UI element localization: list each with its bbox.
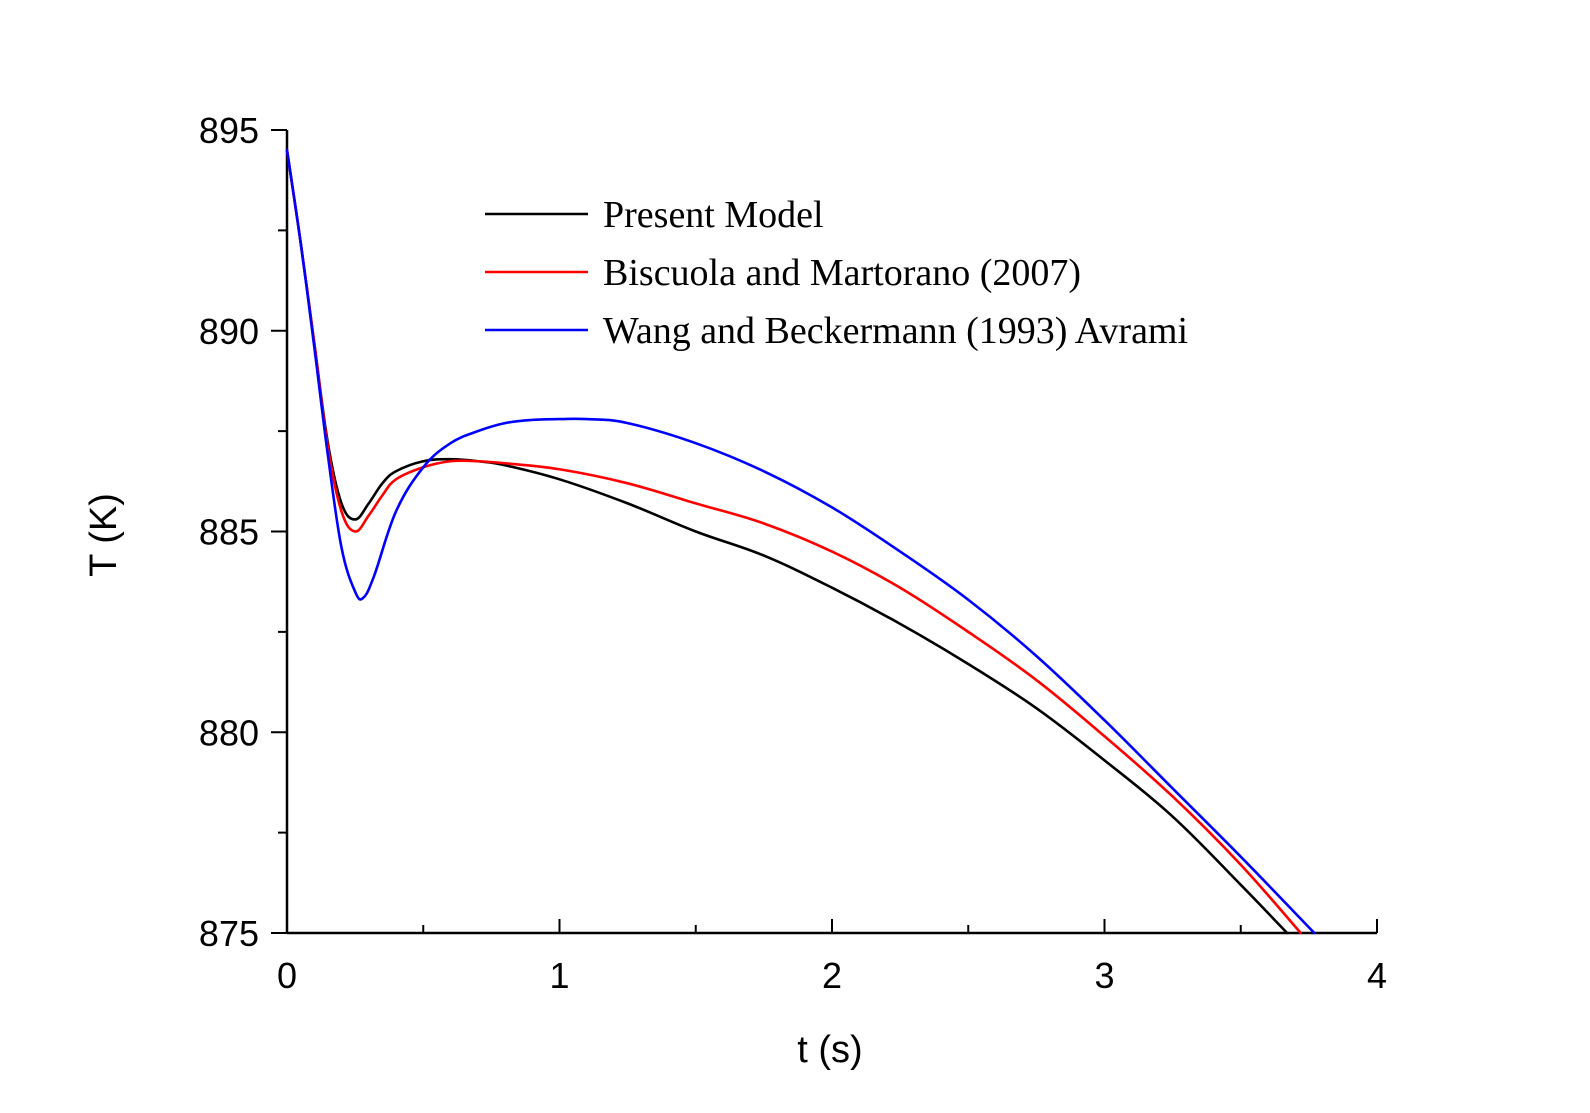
legend-label-wang-and-beckermann-1993-avrami: Wang and Beckermann (1993) Avrami <box>603 310 1188 352</box>
series-line-biscuola-and-martorano-2007 <box>285 148 1302 935</box>
y-tick-label: 890 <box>199 311 259 352</box>
x-tick-label: 2 <box>822 955 842 996</box>
x-tick-label: 3 <box>1094 955 1114 996</box>
series-line-wang-and-beckermann-1993-avrami <box>285 148 1316 935</box>
x-axis-label: t (s) <box>797 1029 862 1071</box>
x-tick-label: 0 <box>277 955 297 996</box>
y-tick-label: 885 <box>199 512 259 553</box>
series-group <box>285 148 1316 935</box>
legend-label-biscuola-and-martorano-2007: Biscuola and Martorano (2007) <box>603 252 1081 294</box>
y-axis-label: T (K) <box>83 493 125 577</box>
ticks: 0 1 2 3 4 875 880 885 890 895 <box>199 110 1387 996</box>
x-tick-label: 4 <box>1367 955 1387 996</box>
x-tick-label: 1 <box>549 955 569 996</box>
y-tick-label: 880 <box>199 712 259 753</box>
y-tick-label: 895 <box>199 110 259 151</box>
legend: Present Model Biscuola and Martorano (200… <box>485 194 1188 352</box>
y-tick-label: 875 <box>199 913 259 954</box>
legend-label-present-model: Present Model <box>603 194 824 236</box>
